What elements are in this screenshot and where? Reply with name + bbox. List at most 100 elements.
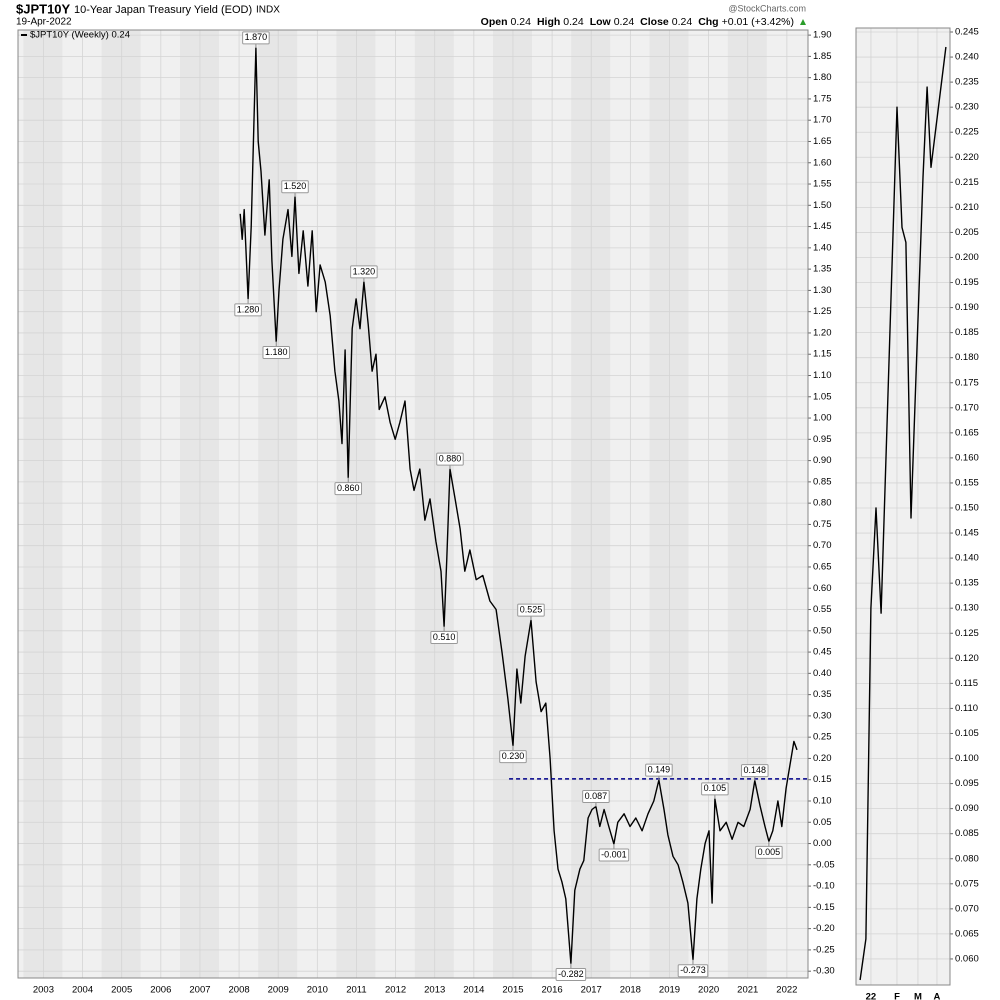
y-tick-label: 1.40 (813, 242, 832, 253)
annotation-box (555, 968, 587, 982)
y-tick-label: 0.085 (955, 828, 979, 839)
x-tick-label: 2019 (659, 985, 680, 996)
quote: Open 0.24 High 0.24 Low 0.24 Close 0.24 Chg +0.01… (481, 16, 806, 28)
x-tick-label: 2006 (150, 985, 171, 996)
year-band (571, 30, 611, 978)
y-tick-label: 0.20 (813, 753, 832, 764)
y-tick-label: 0.125 (955, 628, 979, 639)
y-tick-label: -0.10 (813, 881, 835, 892)
annotation-label: -0.273 (680, 965, 706, 975)
quote-value: +0.01 (+3.42%) (722, 16, 794, 28)
y-tick-label: 0.145 (955, 528, 979, 539)
x-tick-label: 2011 (346, 985, 366, 996)
y-tick-label: 1.55 (813, 179, 832, 190)
annotation-box (334, 482, 363, 496)
y-tick-label: 0.45 (813, 647, 832, 658)
y-tick-label: 1.60 (813, 157, 832, 168)
quote-label: Low (590, 16, 612, 28)
exchange: INDX (256, 5, 280, 16)
y-tick-label: 0.95 (813, 434, 832, 445)
x-tick-label: 2018 (620, 985, 641, 996)
year-band (414, 30, 454, 978)
y-tick-label: 0.170 (955, 402, 979, 413)
annotation-label: 0.005 (758, 847, 781, 857)
plot-border (17, 29, 809, 979)
y-tick-label: 1.90 (813, 30, 832, 41)
annotation-box (741, 764, 769, 778)
year-band (258, 30, 298, 978)
y-tick-label: 1.35 (813, 264, 832, 275)
y-tick-label: 0.25 (813, 732, 832, 743)
y-tick-label: 0.180 (955, 352, 979, 363)
price-line (239, 47, 798, 965)
x-tick-label: 2020 (698, 985, 719, 996)
y-tick-label: 1.10 (813, 370, 832, 381)
y-tick-label: 0.130 (955, 603, 979, 614)
annotation-box (499, 750, 527, 764)
y-tick-label: 0.140 (955, 553, 979, 564)
x-tick-label: 2015 (502, 985, 523, 996)
y-tick-label: -0.25 (813, 944, 835, 955)
x-tick-label: 2007 (189, 985, 210, 996)
y-tick-label: 0.225 (955, 127, 979, 138)
y-tick-label: 1.30 (813, 285, 832, 296)
annotation-box (262, 345, 291, 359)
y-tick-label: 0.220 (955, 152, 979, 163)
annotation-box (234, 303, 262, 317)
annotation-box (645, 763, 673, 777)
x-tick-label: 2021 (737, 985, 758, 996)
y-tick-label: 0.185 (955, 327, 979, 338)
y-tick-label: 1.65 (813, 136, 832, 147)
y-tick-label: 0.215 (955, 177, 979, 188)
date: 19-Apr-2022 (16, 17, 72, 28)
x-tick-label: F (894, 992, 900, 1000)
y-tick-label: 0.115 (955, 678, 978, 689)
y-tick-label: 1.05 (813, 391, 832, 402)
annotation-label: 1.280 (237, 304, 260, 314)
annotation-label: 0.105 (704, 783, 727, 793)
annotation-box (281, 180, 309, 194)
y-tick-label: 0.210 (955, 202, 979, 213)
annotation-box (430, 631, 458, 645)
y-tick-label: 0.195 (955, 277, 979, 288)
annotation-label: 1.320 (353, 266, 376, 276)
year-band (179, 30, 219, 978)
y-tick-label: 0.095 (955, 778, 979, 789)
y-tick-label: 1.80 (813, 72, 832, 83)
x-tick-label: M (914, 992, 922, 1000)
x-tick-label: 2003 (33, 985, 54, 996)
y-tick-label: 1.20 (813, 327, 832, 338)
y-tick-label: 1.15 (813, 349, 832, 360)
x-tick-label: 2010 (307, 985, 328, 996)
x-tick-label: 2017 (581, 985, 602, 996)
annotation-label: 0.860 (337, 483, 360, 493)
x-tick-label: 2005 (111, 985, 132, 996)
legend-entry: $JPT10Y (Weekly) 0.24 (30, 30, 130, 41)
x-tick-label: 2008 (229, 985, 250, 996)
y-tick-label: 0.85 (813, 476, 832, 487)
annotation-label: 0.525 (520, 605, 543, 615)
y-tick-label: 0.065 (955, 928, 979, 939)
x-tick-label: 2004 (72, 985, 93, 996)
x-tick-label: 2014 (463, 985, 484, 996)
y-tick-label: 0.65 (813, 561, 832, 572)
y-tick-label: 0.060 (955, 953, 979, 964)
symbol: $JPT10Y (16, 1, 71, 16)
y-tick-label: 0.80 (813, 498, 832, 509)
annotation-label: 0.880 (439, 453, 462, 463)
quote-value: 0.24 (614, 16, 635, 28)
y-tick-label: 1.85 (813, 51, 832, 62)
y-tick-label: 0.135 (955, 578, 979, 589)
y-tick-label: 0.120 (955, 653, 979, 664)
x-tick-label: 2012 (385, 985, 406, 996)
annotation-label: 0.149 (648, 765, 671, 775)
year-band (649, 30, 689, 978)
y-tick-label: 0.150 (955, 503, 979, 514)
y-tick-label: 1.70 (813, 115, 832, 126)
annotation-label: 0.148 (744, 765, 767, 775)
y-tick-label: 0.30 (813, 710, 832, 721)
y-tick-label: 0.205 (955, 227, 979, 238)
annotation-box (242, 31, 270, 45)
